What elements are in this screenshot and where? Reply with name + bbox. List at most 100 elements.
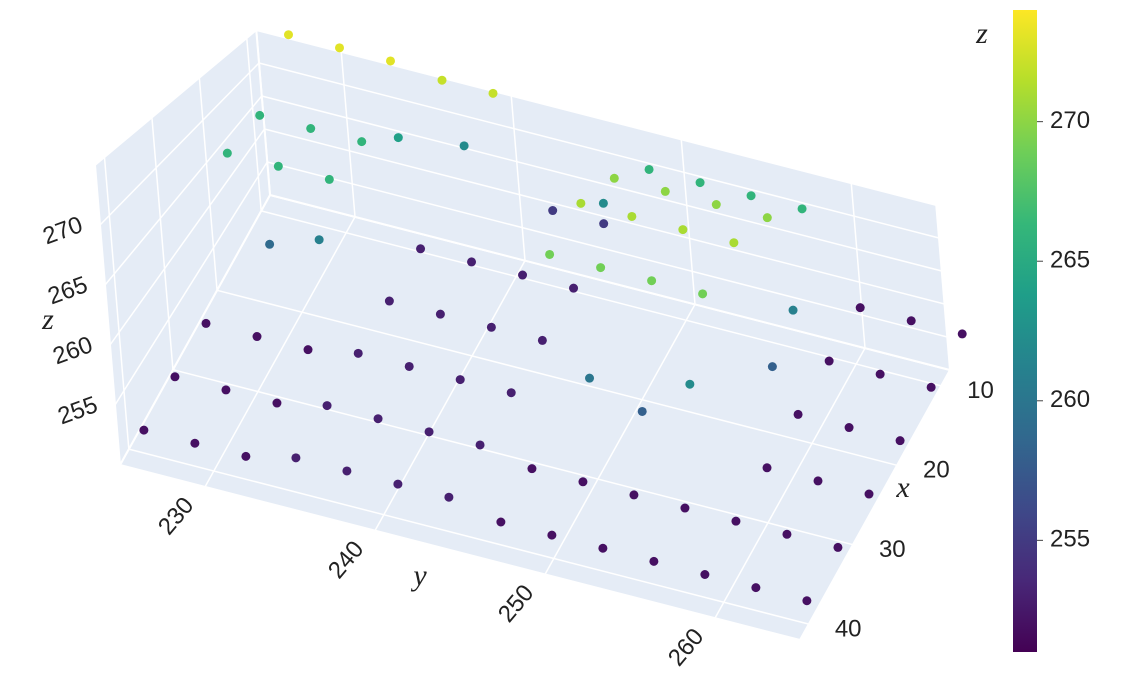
point: [793, 409, 803, 419]
point: [486, 322, 496, 332]
point: [459, 141, 469, 151]
point: [782, 529, 792, 539]
z-axis-label: z: [41, 303, 54, 336]
point: [598, 198, 608, 208]
point: [731, 516, 741, 526]
x-tick-label: 40: [835, 615, 862, 642]
point: [518, 270, 528, 280]
point: [241, 451, 251, 461]
y-tick-label: 230: [153, 492, 199, 540]
point: [649, 556, 659, 566]
grid-line: [510, 95, 526, 261]
point: [475, 440, 485, 450]
z-tick-label: 270: [39, 211, 86, 250]
grid-line: [151, 117, 174, 370]
grid-line: [216, 289, 898, 467]
grid-line: [198, 77, 218, 291]
grid-line: [246, 37, 262, 211]
grid-line: [544, 304, 696, 575]
grid-line: [850, 183, 866, 349]
colorbar-tick-label: 270: [1050, 107, 1090, 134]
point: [576, 198, 586, 208]
grid-line: [204, 216, 356, 488]
x-tick-label: 10: [967, 377, 994, 404]
point: [578, 477, 588, 487]
z-tick-label: 265: [44, 271, 91, 310]
point: [506, 388, 516, 398]
point: [357, 137, 367, 147]
point: [455, 375, 465, 385]
point: [797, 204, 807, 214]
grid-line: [260, 210, 942, 387]
point: [864, 489, 874, 499]
point: [596, 263, 606, 273]
point: [437, 75, 447, 85]
point: [314, 235, 324, 245]
y-tick-label: 240: [323, 536, 369, 584]
point: [855, 303, 865, 313]
colorbar-title: z: [975, 17, 988, 50]
point: [637, 406, 647, 416]
point: [272, 398, 282, 408]
point: [802, 596, 812, 606]
point: [201, 318, 211, 328]
point: [334, 43, 344, 53]
point: [303, 345, 313, 355]
colorbar-tick-label: 255: [1050, 526, 1090, 553]
x-tick-label: 30: [879, 536, 906, 563]
point: [599, 219, 609, 229]
point: [435, 309, 445, 319]
point: [424, 427, 434, 437]
point: [660, 186, 670, 196]
point: [609, 173, 619, 183]
point: [291, 453, 301, 463]
grid-line: [109, 128, 266, 346]
point: [729, 238, 739, 248]
point: [190, 438, 200, 448]
point: [698, 289, 708, 299]
point: [767, 362, 777, 372]
colorbar: [1013, 10, 1037, 652]
point: [404, 361, 414, 371]
scene-planes: [93, 27, 952, 642]
point: [222, 148, 232, 158]
point: [548, 206, 558, 216]
grid-line: [99, 62, 260, 226]
z-tick-label: 260: [49, 331, 96, 370]
point: [322, 401, 332, 411]
point: [695, 178, 705, 188]
grid-line: [128, 448, 810, 625]
point: [537, 335, 547, 345]
point: [678, 225, 688, 235]
point: [444, 492, 454, 502]
y-tick-label: 250: [493, 580, 539, 628]
point: [762, 463, 772, 473]
point: [627, 211, 637, 221]
point: [895, 436, 905, 446]
point: [833, 542, 843, 552]
grid-line: [114, 161, 268, 406]
x-axis-label: x: [895, 471, 910, 504]
point: [762, 213, 772, 223]
point: [751, 583, 761, 593]
point: [255, 110, 265, 120]
point: [252, 332, 262, 342]
point: [353, 348, 363, 358]
point: [496, 517, 506, 527]
point: [926, 382, 936, 392]
point: [393, 479, 403, 489]
point: [813, 476, 823, 486]
z-tick-label: 255: [54, 391, 101, 430]
point: [170, 372, 180, 382]
point: [283, 30, 293, 40]
point: [384, 296, 394, 306]
point: [957, 329, 967, 339]
point: [545, 249, 555, 259]
point: [373, 414, 383, 424]
grid-line: [340, 51, 356, 217]
y-axis-label: y: [410, 559, 427, 592]
point: [569, 283, 579, 293]
colorbar-tick-label: 265: [1050, 247, 1090, 274]
grid-line: [104, 95, 263, 286]
point: [416, 244, 426, 254]
